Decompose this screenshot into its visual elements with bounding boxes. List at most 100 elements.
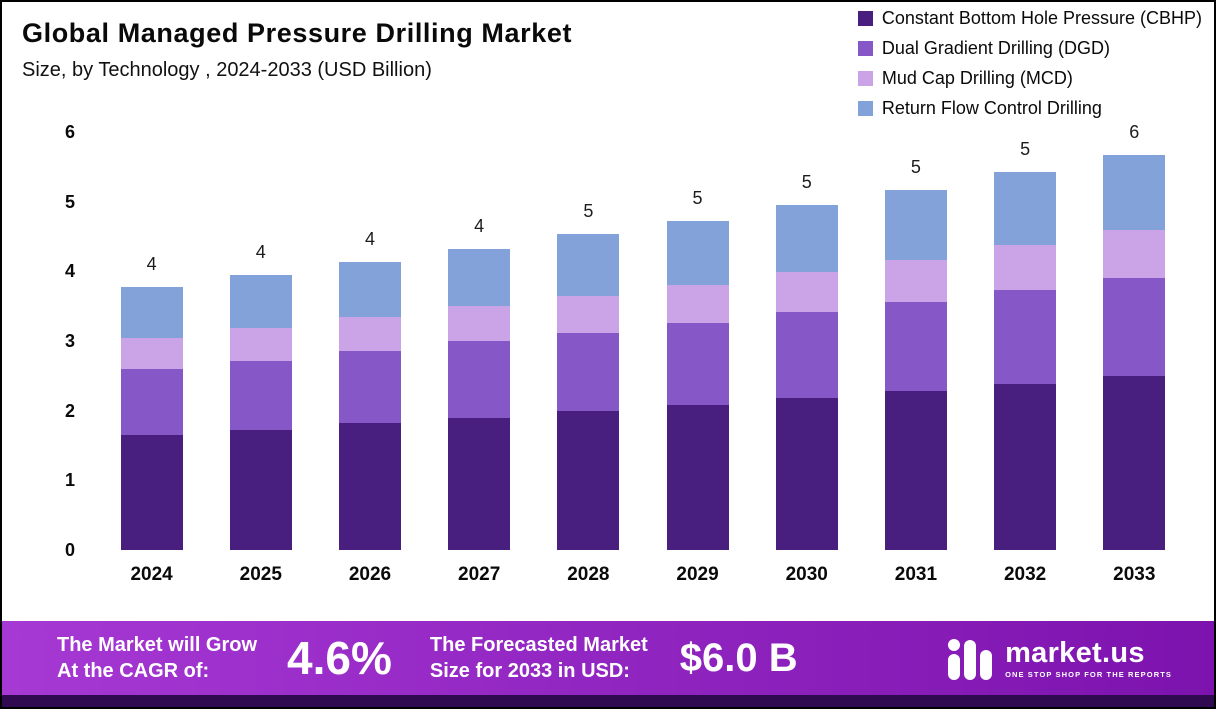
- x-axis-label: 2027: [458, 564, 501, 585]
- bar-stack: [448, 249, 511, 550]
- bar-segment-rfcd: [994, 172, 1057, 245]
- bar-segment-dgd: [1103, 278, 1166, 376]
- bar-stack: [994, 172, 1057, 550]
- y-tick-label: 6: [64, 122, 75, 142]
- legend-item: Constant Bottom Hole Pressure (CBHP): [857, 8, 1202, 29]
- bar-total-label: 4: [255, 241, 266, 262]
- bar-segment-mcd: [1103, 229, 1166, 279]
- forecast-value: $6.0 B: [679, 635, 798, 680]
- marketus-logo-icon: [948, 639, 993, 680]
- bar-segment-cbhp: [120, 435, 183, 550]
- bar-stack: [120, 286, 183, 550]
- y-tick-label: 1: [64, 470, 75, 491]
- plot-area: 0 1 2 3 4 5 6 4 4 4 4 5 5 5 5 5 6: [65, 122, 1189, 560]
- bar-total-label: 5: [1020, 139, 1031, 160]
- bar-segment-dgd: [666, 322, 729, 406]
- bar-segment-cbhp: [1103, 375, 1166, 550]
- bar-segment-dgd: [338, 351, 401, 424]
- bar-total-label: 5: [801, 172, 812, 193]
- y-axis: 0 1 2 3 4 5 6: [45, 122, 83, 560]
- bar-column: 5: [752, 132, 861, 550]
- bar-segment-rfcd: [775, 205, 838, 273]
- bar-segment-mcd: [448, 306, 511, 342]
- bar-segment-rfcd: [557, 234, 620, 296]
- bar-total-label: 4: [146, 253, 157, 274]
- x-axis: 2024 2025 2026 2027 2028 2029 2030 2031 2032 2033: [97, 564, 1189, 586]
- legend-item: Return Flow Control Drilling: [857, 98, 1202, 119]
- cagr-caption-line1: The Market will Grow: [57, 634, 258, 656]
- brand-text: market.us ONE STOP SHOP FOR THE REPORTS: [1005, 638, 1172, 679]
- bar-segment-cbhp: [338, 423, 401, 550]
- footer-main: The Market will Grow At the CAGR of: 4.6…: [2, 621, 1214, 695]
- bar-segment-dgd: [557, 332, 620, 411]
- cagr-value: 4.6%: [287, 632, 392, 684]
- bar-stack: [229, 274, 292, 550]
- x-axis-label: 2031: [894, 564, 938, 585]
- bar-total-label: 4: [364, 229, 375, 250]
- bar-column: 4: [425, 132, 534, 550]
- legend-item: Mud Cap Drilling (MCD): [857, 68, 1202, 89]
- bar-stack: [775, 205, 838, 550]
- legend-swatch-icon: [857, 71, 873, 86]
- bar-stack: [884, 189, 947, 550]
- bars-row: 4 4 4 4 5 5 5 5 5 6: [97, 122, 1189, 550]
- bar-segment-dgd: [120, 368, 183, 436]
- bar-segment-cbhp: [557, 410, 620, 550]
- forecast-caption-line2: Size for 2033 in USD:: [429, 660, 630, 682]
- bar-segment-rfcd: [1103, 155, 1166, 230]
- y-tick-label: 3: [64, 331, 75, 351]
- y-tick-label: 0: [64, 540, 75, 560]
- cagr-caption-line2: At the CAGR of:: [57, 660, 210, 682]
- bar-column: 4: [315, 132, 424, 550]
- footer-bottom-strip: [2, 695, 1214, 707]
- bar-segment-cbhp: [994, 384, 1057, 550]
- bar-segment-mcd: [994, 244, 1057, 291]
- bar-segment-mcd: [775, 272, 838, 313]
- bar-segment-cbhp: [666, 405, 729, 550]
- bar-segment-mcd: [557, 295, 620, 333]
- bar-column: 5: [861, 132, 970, 550]
- brand-name: market.us: [1005, 636, 1145, 669]
- bar-segment-rfcd: [448, 249, 511, 307]
- chart-legend: Constant Bottom Hole Pressure (CBHP) Dual…: [857, 8, 1202, 119]
- x-axis-label: 2029: [676, 564, 719, 585]
- legend-swatch-icon: [857, 101, 873, 116]
- bar-segment-dgd: [775, 312, 838, 399]
- chart-header: Global Managed Pressure Drilling Market …: [22, 18, 572, 82]
- y-tick-label: 2: [64, 400, 75, 421]
- bar-stack: [666, 221, 729, 550]
- x-axis-label: 2025: [239, 564, 282, 585]
- bar-segment-mcd: [884, 260, 947, 302]
- bar-total-label: 4: [474, 216, 485, 237]
- x-axis-label: 2024: [130, 564, 173, 585]
- legend-item: Dual Gradient Drilling (DGD): [857, 38, 1202, 59]
- bar-total-label: 5: [910, 156, 921, 177]
- y-tick-label: 4: [64, 261, 75, 282]
- legend-label: Mud Cap Drilling (MCD): [881, 68, 1073, 88]
- legend-swatch-icon: [857, 11, 873, 26]
- brand-block: market.us ONE STOP SHOP FOR THE REPORTS: [947, 636, 1172, 680]
- bar-segment-rfcd: [229, 274, 292, 328]
- bar-segment-rfcd: [120, 286, 183, 338]
- bar-segment-dgd: [884, 302, 947, 392]
- cagr-caption: The Market will Grow At the CAGR of:: [57, 632, 257, 684]
- x-axis-label: 2028: [567, 564, 610, 585]
- bar-segment-cbhp: [775, 398, 838, 550]
- bar-segment-cbhp: [229, 430, 292, 550]
- x-axis-label: 2026: [348, 564, 392, 585]
- forecast-caption-line1: The Forecasted Market: [429, 634, 648, 656]
- bar-segment-rfcd: [884, 189, 947, 261]
- bar-total-label: 5: [583, 201, 594, 222]
- bar-segment-dgd: [448, 341, 511, 418]
- legend-label: Return Flow Control Drilling: [881, 98, 1102, 118]
- legend-label: Constant Bottom Hole Pressure (CBHP): [881, 8, 1202, 28]
- y-tick-label: 5: [64, 191, 75, 212]
- bar-segment-dgd: [994, 290, 1057, 385]
- x-axis-label: 2032: [1003, 564, 1047, 585]
- bar-column: 5: [971, 132, 1080, 550]
- bar-segment-mcd: [229, 327, 292, 361]
- page-title: Global Managed Pressure Drilling Market: [22, 18, 573, 48]
- forecast-caption: The Forecasted Market Size for 2033 in U…: [430, 632, 648, 684]
- legend-swatch-icon: [857, 41, 873, 56]
